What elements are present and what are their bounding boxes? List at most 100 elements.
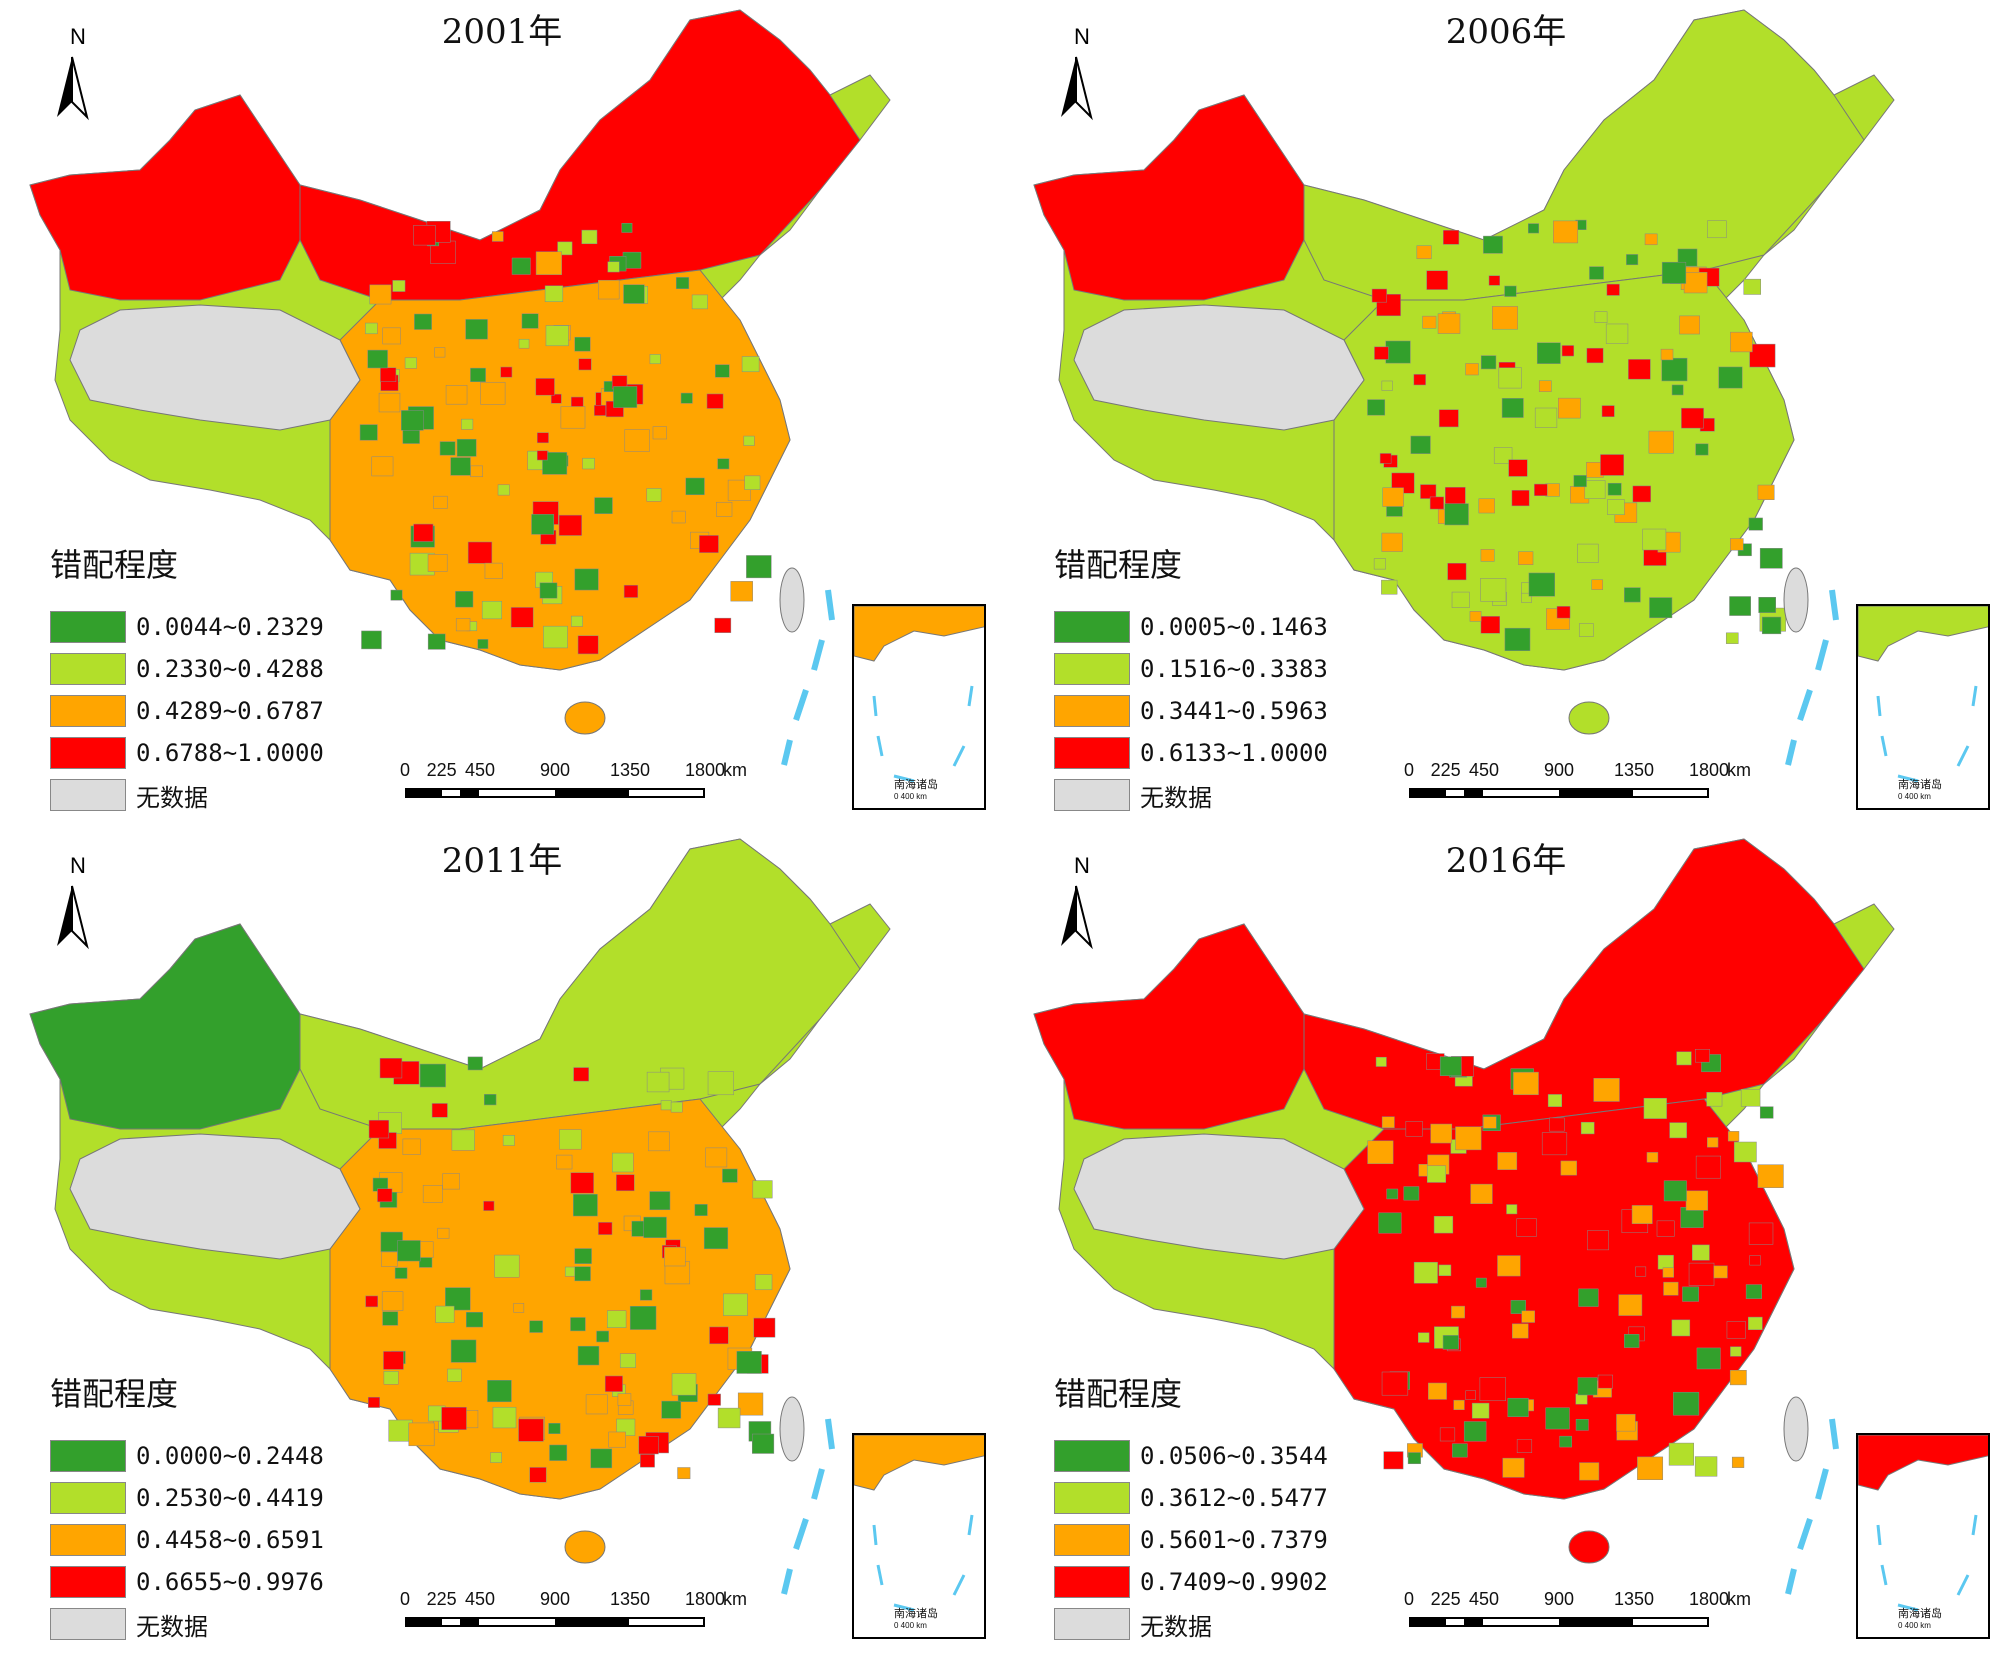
county-region — [671, 510, 686, 524]
legend-title: 错配程度 — [50, 546, 179, 584]
county-region — [1624, 587, 1641, 603]
county-region — [439, 441, 456, 456]
scale-tick-label: 450 — [1468, 1589, 1500, 1609]
scale-tick-label: 450 — [464, 760, 496, 780]
county-region — [1443, 230, 1460, 245]
county-region — [427, 633, 446, 650]
county-region — [1745, 1284, 1762, 1299]
county-region — [1726, 1321, 1746, 1339]
county-region — [1373, 558, 1386, 570]
county-region — [736, 1351, 762, 1374]
legend-item: 0.3441~0.5963 — [1054, 690, 1374, 732]
county-region — [480, 381, 506, 405]
county-region — [1405, 1121, 1423, 1137]
legend-item: 0.2530~0.4419 — [50, 1477, 370, 1519]
north-arrow-icon: N — [57, 853, 89, 950]
county-region — [1601, 405, 1615, 417]
county-region — [573, 1194, 598, 1217]
county-region — [1381, 1371, 1409, 1396]
map-panel-4: 2016年 N 错配程度 0.0506~0.3544 0.3612~0.5477 0… — [1004, 829, 2008, 1658]
county-region — [649, 1191, 671, 1211]
legend-item-no-data: 无数据 — [50, 774, 370, 816]
inset-label: 南海诸岛 — [1898, 1607, 1942, 1620]
county-region — [1471, 1402, 1490, 1419]
county-region — [1632, 485, 1651, 503]
county-region — [371, 456, 394, 477]
county-region — [549, 1444, 568, 1461]
county-region — [1528, 572, 1556, 597]
county-region — [675, 277, 690, 290]
panel-title: 2016年 — [1445, 841, 1567, 881]
north-arrow-icon: N — [1061, 24, 1093, 121]
county-region — [1541, 1132, 1568, 1156]
china-choropleth-map — [1033, 9, 1895, 766]
north-label: N — [1074, 853, 1090, 878]
county-region — [1573, 475, 1587, 488]
county-region — [1575, 1393, 1588, 1405]
county-region — [1586, 347, 1604, 364]
panel-title: 2001年 — [441, 12, 563, 52]
county-region — [1381, 380, 1393, 391]
county-region — [1479, 1377, 1506, 1402]
county-region — [1556, 606, 1571, 619]
scale-tick-label: 225 — [426, 1589, 457, 1609]
north-label: N — [70, 24, 86, 49]
county-region — [1442, 1335, 1459, 1350]
county-region — [751, 1433, 775, 1454]
scale-tick-label: 0 — [399, 1589, 411, 1609]
county-region — [445, 1287, 471, 1311]
south-china-sea-inset: 南海诸岛 0 400 km — [1856, 604, 1990, 810]
nine-dash-line — [1785, 1418, 1839, 1595]
county-region — [487, 1380, 512, 1403]
scale-tick-label: 0 — [1403, 1589, 1415, 1609]
scale-bar: 0 225 450 900 1350 1800 km — [1404, 760, 1751, 810]
county-region — [359, 424, 378, 441]
county-region — [646, 1071, 670, 1093]
legend-title: 错配程度 — [50, 1375, 179, 1413]
county-region — [465, 319, 488, 340]
county-region — [1635, 1266, 1647, 1277]
county-region — [381, 1291, 404, 1311]
county-region — [1429, 496, 1444, 510]
county-region — [1385, 340, 1411, 364]
legend-item: 0.7409~0.9902 — [1054, 1561, 1374, 1603]
county-region — [1577, 543, 1599, 563]
county-region — [1497, 1152, 1518, 1170]
county-region — [450, 457, 471, 476]
county-region — [1516, 1218, 1537, 1237]
county-region — [648, 1131, 670, 1152]
legend-swatch — [1054, 611, 1130, 643]
county-region — [1488, 275, 1500, 286]
county-region — [680, 392, 693, 404]
county-region — [383, 1371, 399, 1385]
county-region — [1367, 1140, 1394, 1165]
county-region — [754, 1274, 773, 1291]
county-region — [367, 1396, 380, 1408]
county-region — [1757, 1164, 1784, 1188]
county-region — [550, 393, 562, 404]
hainan-region — [564, 701, 606, 735]
scale-tick-label: 1350 — [609, 760, 651, 780]
legend-swatch — [1054, 1482, 1130, 1514]
county-region — [1729, 1370, 1747, 1386]
county-region — [1451, 591, 1470, 608]
county-region — [1465, 1390, 1476, 1400]
legend-item: 0.6133~1.0000 — [1054, 732, 1374, 774]
nine-dash-line — [781, 589, 835, 766]
county-region — [1475, 1277, 1487, 1288]
county-region — [660, 1100, 672, 1111]
county-region — [1504, 285, 1517, 297]
scale-tick-label: 1800 — [1688, 1589, 1730, 1609]
county-region — [1695, 1049, 1710, 1063]
county-region — [1727, 1131, 1740, 1142]
china-choropleth-map — [29, 838, 891, 1595]
county-region — [577, 1345, 600, 1366]
county-region — [671, 1373, 697, 1396]
county-region — [1534, 483, 1548, 496]
county-region — [1379, 453, 1392, 464]
county-region — [1512, 1323, 1529, 1339]
county-region — [594, 405, 606, 416]
legend-label: 无数据 — [136, 1612, 208, 1641]
region-no-data — [69, 1133, 361, 1260]
county-region — [1549, 1117, 1565, 1132]
